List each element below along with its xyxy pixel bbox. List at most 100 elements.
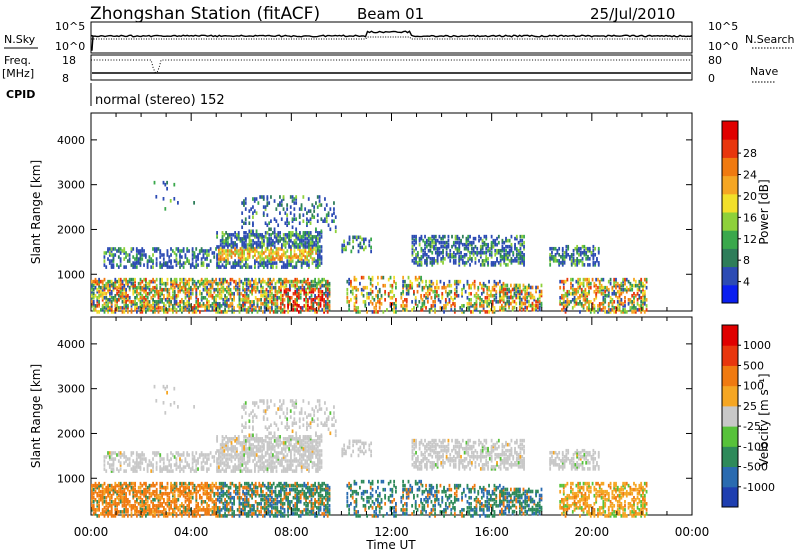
- power-cell: [225, 249, 228, 253]
- power-cell: [325, 203, 328, 207]
- power-cell: [152, 261, 154, 265]
- power-cell: [269, 293, 271, 298]
- power-colorbar-segment: [722, 121, 738, 140]
- power-cell: [598, 289, 601, 294]
- velocity-cell: [260, 510, 262, 514]
- power-cell: [281, 259, 283, 263]
- velocity-cell: [105, 489, 108, 494]
- velocity-cell: [222, 506, 225, 510]
- power-cell: [573, 287, 576, 292]
- power-cell: [588, 289, 590, 294]
- velocity-cell: [211, 512, 214, 516]
- power-cell: [609, 281, 612, 286]
- power-cell: [620, 310, 623, 314]
- velocity-cell: [267, 487, 270, 492]
- power-cell: [529, 291, 532, 296]
- power-cell: [118, 289, 120, 294]
- velocity-cell: [245, 512, 248, 516]
- power-cell: [157, 295, 160, 300]
- power-cell: [329, 227, 332, 232]
- power-cell: [238, 310, 241, 314]
- power-cell: [267, 304, 270, 308]
- power-cell: [305, 295, 307, 300]
- power-cell: [515, 236, 518, 241]
- power-cell: [172, 295, 174, 300]
- velocity-cell: [159, 497, 162, 502]
- power-cell: [598, 279, 601, 284]
- power-cell: [531, 303, 534, 308]
- power-cell: [287, 300, 289, 304]
- power-cell: [273, 261, 276, 265]
- power-cell: [471, 281, 474, 286]
- velocity-cell: [200, 502, 203, 506]
- power-cell: [92, 300, 95, 304]
- power-cell: [119, 293, 122, 298]
- power-cell: [571, 287, 574, 292]
- power-cell: [283, 291, 286, 296]
- power-cell: [645, 298, 648, 302]
- power-cell: [229, 293, 232, 298]
- power-cell: [391, 308, 394, 312]
- power-cell: [150, 257, 153, 261]
- power-cell: [100, 293, 102, 298]
- power-cell: [125, 281, 127, 286]
- velocity-cell: [308, 491, 311, 496]
- power-cell: [263, 298, 266, 302]
- power-cell: [243, 249, 246, 253]
- power-cell: [418, 263, 421, 267]
- power-cell: [303, 304, 306, 308]
- power-cell: [391, 289, 394, 294]
- power-cell: [588, 257, 591, 261]
- velocity-cell: [186, 504, 189, 508]
- power-cell: [243, 235, 246, 239]
- power-cell: [274, 308, 277, 312]
- velocity-cell: [307, 487, 309, 492]
- velocity-cell: [281, 483, 284, 488]
- power-cell: [243, 231, 246, 235]
- power-cell: [282, 207, 285, 211]
- velocity-cell: [143, 489, 145, 494]
- velocity-cell: [262, 481, 264, 486]
- power-cell: [312, 306, 315, 310]
- velocity-cell: [296, 502, 298, 506]
- velocity-cell: [184, 481, 187, 486]
- power-cell: [517, 240, 520, 245]
- power-cell: [292, 300, 295, 304]
- power-cell: [446, 293, 449, 298]
- power-cell: [602, 295, 605, 300]
- power-cell: [281, 265, 283, 269]
- power-cell: [283, 279, 286, 284]
- power-cell: [316, 213, 319, 217]
- power-cell: [402, 304, 405, 308]
- power-cell: [589, 300, 592, 304]
- power-cell: [510, 259, 513, 263]
- power-cell: [573, 289, 576, 294]
- power-cell: [575, 298, 578, 302]
- power-cell: [583, 252, 586, 257]
- power-cell: [319, 302, 322, 306]
- power-cell: [116, 306, 118, 310]
- power-cell: [127, 283, 129, 288]
- power-cell: [309, 217, 312, 221]
- power-cell: [213, 298, 216, 302]
- power-cell: [218, 247, 220, 251]
- power-cell: [627, 287, 630, 292]
- velocity-cell: [233, 512, 235, 516]
- velocity-cell: [128, 491, 131, 496]
- power-cell: [283, 287, 286, 292]
- power-cell: [130, 283, 133, 288]
- power-cell: [168, 302, 171, 306]
- power-cell: [309, 251, 312, 255]
- power-cell: [220, 295, 223, 300]
- power-ytick-label: 1000: [57, 268, 85, 281]
- power-cell: [309, 255, 312, 259]
- power-cell: [98, 304, 100, 308]
- velocity-cell: [161, 504, 163, 508]
- power-cell: [242, 281, 244, 286]
- power-cell: [355, 237, 358, 242]
- power-cell: [110, 295, 113, 300]
- power-cell: [446, 283, 449, 288]
- velocity-cell: [276, 493, 279, 498]
- power-cell: [454, 261, 457, 265]
- power-cell: [109, 283, 111, 288]
